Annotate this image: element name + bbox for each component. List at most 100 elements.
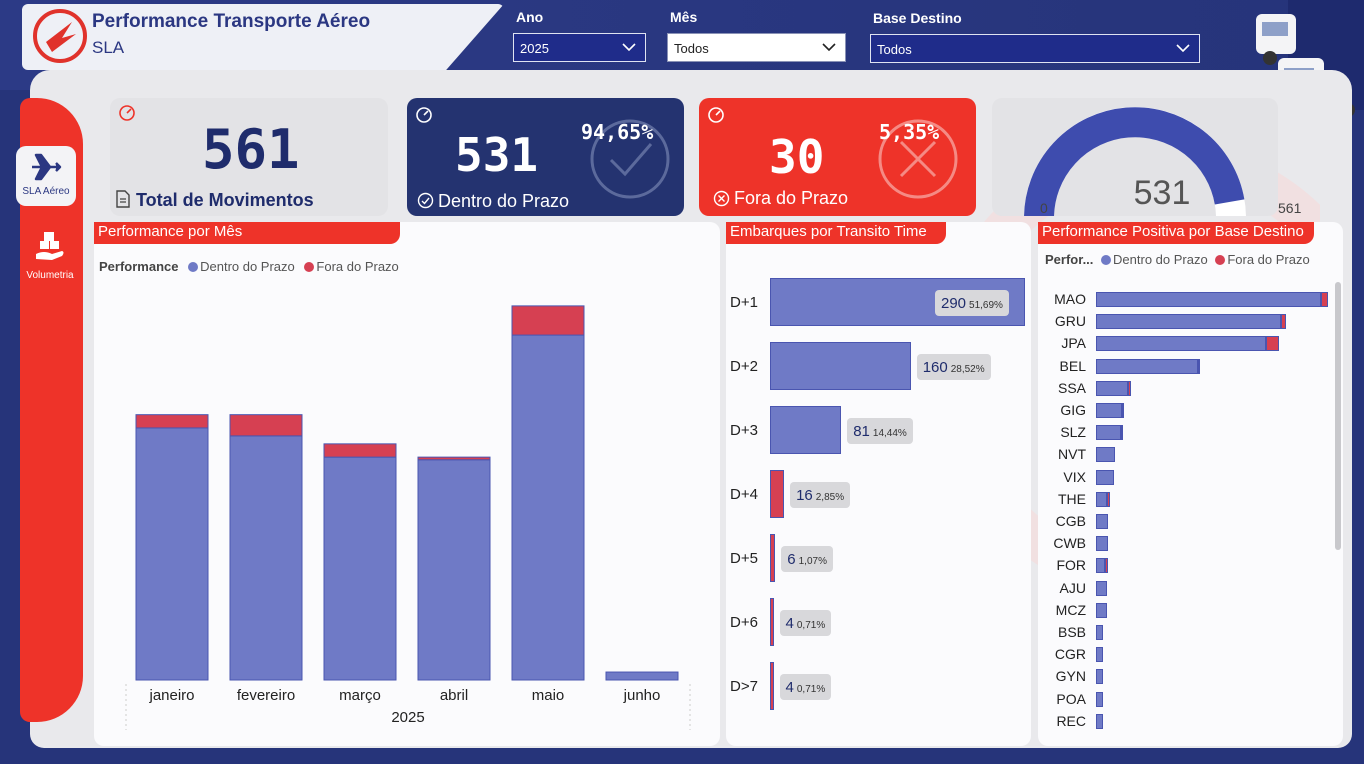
transit-bar[interactable] [770, 598, 774, 646]
legend-fora-label: Fora do Prazo [316, 259, 399, 274]
data-label-pill: 81 14,44% [847, 418, 913, 444]
data-label-pill: 16 2,85% [790, 482, 851, 508]
bar-dentro[interactable] [1096, 469, 1114, 485]
kpi-total-label: Total de Movimentos [136, 190, 314, 210]
data-label-percent: 2,85% [815, 492, 845, 503]
bar-dentro[interactable] [1096, 425, 1121, 441]
filter-base-value: Todos [877, 42, 912, 57]
x-tick-label: abril [440, 687, 468, 704]
y-tick-label: AJU [1059, 579, 1086, 596]
bar-dentro[interactable] [1096, 292, 1321, 307]
bar-dentro[interactable] [605, 671, 679, 681]
filter-ano-dropdown[interactable]: 2025 [513, 33, 646, 62]
transit-bar[interactable] [770, 470, 785, 518]
y-tick-label: POA [1056, 690, 1086, 707]
filter-mes-dropdown[interactable]: Todos [667, 33, 846, 62]
bar-fora[interactable] [1280, 314, 1286, 330]
legend-dentro-label: Dentro do Prazo [200, 259, 295, 274]
transit-bar[interactable] [770, 342, 911, 390]
legend-title: Perfor... [1045, 252, 1094, 267]
filter-ano-label: Ano [516, 9, 544, 25]
data-label-value: 160 [922, 359, 948, 376]
bar-dentro[interactable] [1096, 580, 1107, 596]
check-circle-icon [590, 119, 670, 199]
x-axis-label: 2025 [391, 709, 424, 726]
bar-dentro[interactable] [511, 334, 585, 681]
bar-fora[interactable] [417, 456, 491, 461]
data-label-value: 290 [941, 295, 967, 312]
bar-fora[interactable] [1122, 403, 1125, 418]
bar-dentro[interactable] [1096, 380, 1128, 396]
nav-sla-aereo-label: SLA Aéreo [22, 186, 70, 197]
bar-fora[interactable] [1120, 425, 1123, 441]
bar-dentro[interactable] [1096, 403, 1123, 418]
kpi-gauge-card: 531 0 561 [992, 98, 1301, 216]
transit-bar[interactable] [770, 534, 776, 582]
y-tick-label: GYN [1055, 668, 1086, 685]
y-tick-label: D+6 [730, 614, 758, 631]
bar-dentro[interactable] [1096, 536, 1109, 552]
kpi-fora-label: Fora do Prazo [734, 188, 849, 208]
kpi-dentro-card: 531 94,65% Dentro do Prazo [407, 98, 684, 216]
bar-dentro[interactable] [1096, 625, 1104, 640]
kpi-fora-card: 30 5,35% Fora do Prazo [699, 98, 976, 216]
bar-fora[interactable] [1197, 358, 1200, 374]
speedometer-icon [708, 107, 724, 123]
bar-dentro[interactable] [1096, 558, 1105, 574]
bar-fora[interactable] [323, 443, 397, 458]
data-label-percent: 1,07% [798, 556, 827, 567]
y-tick-label: CWB [1053, 535, 1086, 552]
y-tick-label: MAO [1054, 291, 1086, 307]
y-tick-label: JPA [1061, 335, 1086, 352]
filter-mes-value: Todos [674, 41, 709, 56]
bar-fora[interactable] [1104, 558, 1109, 574]
transit-bar[interactable] [770, 662, 774, 710]
gauge-value: 531 [1133, 174, 1191, 212]
y-tick-label: REC [1056, 712, 1086, 729]
gauge-max: 561 [1278, 200, 1302, 216]
y-tick-label: D+2 [730, 358, 758, 375]
bar-fora[interactable] [511, 305, 585, 336]
bar-dentro[interactable] [1096, 647, 1104, 663]
transit-bar[interactable] [770, 406, 842, 454]
bar-dentro[interactable] [1096, 669, 1104, 685]
bar-dentro[interactable] [1096, 514, 1109, 529]
bar-dentro[interactable] [1096, 336, 1267, 352]
kpi-dentro-value: 531 [455, 128, 539, 182]
bar-dentro[interactable] [1096, 358, 1198, 374]
y-tick-label: MCZ [1055, 601, 1086, 618]
nav-sla-aereo[interactable]: SLA Aéreo [16, 146, 76, 206]
data-label-pill: 160 28,52% [916, 354, 991, 380]
bar-fora[interactable] [135, 414, 209, 429]
x-tick-label: janeiro [148, 687, 194, 704]
bar-fora[interactable] [229, 414, 303, 437]
scrollbar-thumb[interactable] [1335, 282, 1341, 550]
bar-dentro[interactable] [1096, 713, 1104, 729]
bar-dentro[interactable] [1096, 491, 1107, 507]
filter-base-dropdown[interactable]: Todos [870, 34, 1200, 63]
bar-dentro[interactable] [1096, 602, 1107, 618]
bar-fora[interactable] [1106, 491, 1111, 507]
title-card [22, 4, 504, 70]
gauge-min: 0 [1040, 200, 1048, 216]
bar-dentro[interactable] [1096, 314, 1281, 330]
legend-fora-dot [1215, 255, 1226, 265]
bar-fora[interactable] [1266, 336, 1279, 352]
app-subtitle: SLA [92, 38, 125, 57]
chevron-down-icon [1176, 44, 1190, 53]
performance-mes-panel: Performance por Mês Performance Dentro d… [94, 222, 720, 746]
bar-fora[interactable] [1320, 292, 1328, 307]
bar-dentro[interactable] [135, 427, 209, 681]
bar-dentro[interactable] [1096, 691, 1104, 707]
bar-dentro[interactable] [323, 456, 397, 681]
bar-dentro[interactable] [229, 435, 303, 681]
y-tick-label: SSA [1057, 379, 1086, 396]
bar-fora[interactable] [1127, 380, 1132, 396]
data-label-value: 6 [787, 551, 796, 568]
filter-mes-label: Mês [670, 9, 698, 25]
x-circle-icon [878, 119, 958, 199]
nav-volumetria[interactable]: Volumetria [18, 230, 82, 286]
bar-dentro[interactable] [1096, 447, 1116, 463]
y-tick-label: BSB [1057, 624, 1086, 640]
bar-dentro[interactable] [417, 459, 491, 681]
